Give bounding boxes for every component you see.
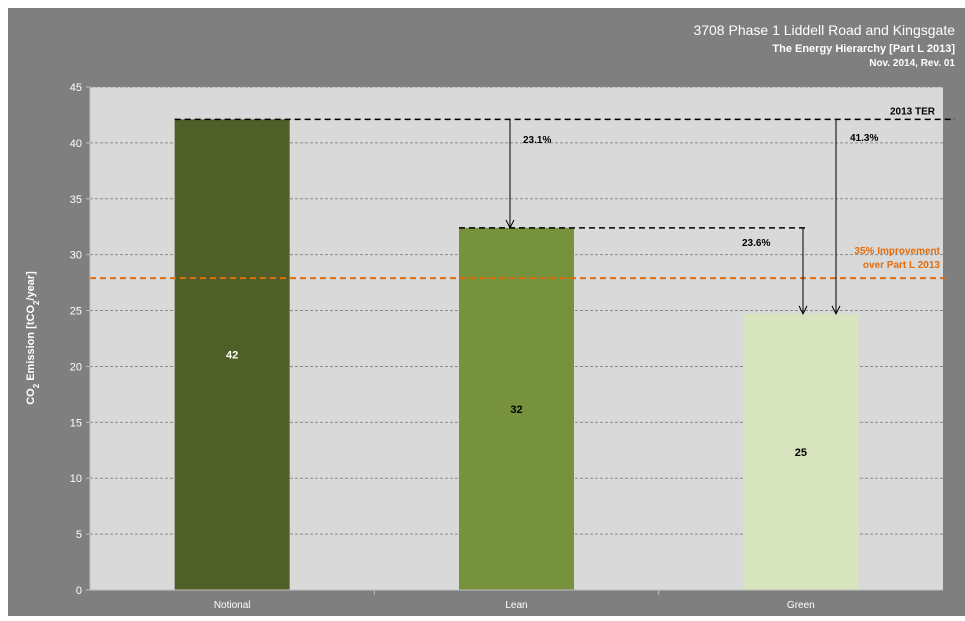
y-tick-label: 5	[76, 529, 82, 541]
reduction-label-green: 23.6%	[742, 238, 770, 249]
bar-lean	[459, 227, 574, 590]
target-label-line1: 35% Improvement	[854, 246, 940, 257]
reduction-label-total: 41.3%	[850, 133, 878, 144]
x-tick-label: Lean	[505, 600, 527, 611]
bar-notional	[174, 119, 290, 590]
y-tick-label: 15	[70, 417, 82, 429]
target-label-line2: over Part L 2013	[863, 260, 941, 271]
y-tick-label: 45	[70, 82, 82, 94]
reduction-arrow-total-head	[831, 305, 841, 316]
y-tick-label: 20	[70, 361, 82, 373]
bar-green	[743, 313, 859, 590]
y-tick-label: 0	[76, 585, 82, 597]
x-tick-label: Green	[787, 600, 815, 611]
annotations: 35% Improvement over Part L 2013 2013 TER 2…	[90, 106, 955, 316]
y-tick-label: 25	[70, 306, 82, 318]
reduction-arrow-green-head	[798, 305, 808, 316]
y-axis-label: CO2 Emission [tCO2/year]	[25, 271, 41, 405]
y-tick-label: 40	[70, 138, 82, 150]
y-tick-label: 10	[70, 473, 82, 485]
chart-date-revision: Nov. 2014, Rev. 01	[869, 58, 955, 69]
bars: 42 32 25	[174, 119, 859, 590]
x-tick-label: Notional	[214, 600, 251, 611]
chart-subtitle: The Energy Hierarchy [Part L 2013]	[772, 43, 955, 55]
chart-title: 3708 Phase 1 Liddell Road and Kingsgate	[693, 22, 955, 38]
ter-label: 2013 TER	[890, 106, 936, 117]
bar-value-label: 25	[795, 447, 807, 459]
reduction-arrow-lean-head	[505, 219, 515, 229]
bar-value-label: 42	[226, 350, 238, 362]
reduction-label-lean: 23.1%	[523, 135, 551, 146]
y-tick-label: 35	[70, 194, 82, 206]
axes: 0 5 10 15 20 25 30 35 40 45 Notional Lean Green	[70, 82, 943, 611]
y-tick-label: 30	[70, 250, 82, 262]
bar-value-label: 32	[510, 404, 522, 416]
